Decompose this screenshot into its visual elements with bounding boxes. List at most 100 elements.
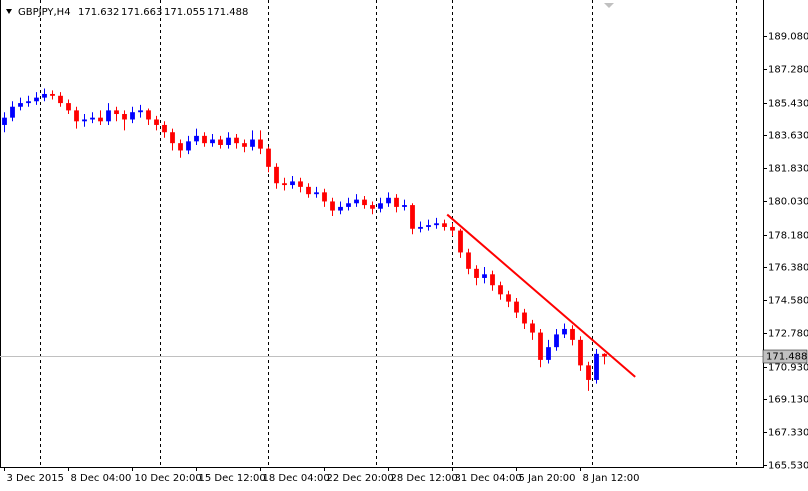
candle-body (194, 135, 199, 142)
shift-marker (604, 3, 614, 8)
candle-body (210, 139, 215, 144)
y-tick-label: 169.130 (768, 395, 808, 406)
y-tick-label: 185.430 (768, 99, 808, 110)
candle-body (282, 183, 287, 186)
x-tick-label: 8 Jan 12:00 (583, 473, 640, 484)
candle-body (258, 139, 263, 149)
candle-body (418, 226, 423, 229)
candle-body (394, 197, 399, 207)
candle-body (274, 166, 279, 184)
symbol-label: GBPJPY,H4 (18, 7, 71, 18)
candle-body (242, 143, 247, 147)
x-tick-label: 3 Dec 2015 (7, 473, 65, 484)
candle-body (90, 117, 95, 120)
candle-body (434, 223, 439, 226)
y-tick-label: 181.830 (768, 164, 808, 175)
candle-body (250, 139, 255, 147)
candle-body (522, 312, 527, 324)
candle-body (10, 106, 15, 118)
candle-body (162, 124, 167, 133)
candle-body (42, 93, 47, 98)
x-tick-label: 28 Dec 12:00 (391, 473, 458, 484)
candle-body (570, 328, 575, 340)
y-tick-label: 180.030 (768, 197, 808, 208)
candle-body (426, 225, 431, 227)
candle-body (362, 199, 367, 206)
candle-body (482, 274, 487, 278)
candle-body (322, 192, 327, 202)
menu-arrow[interactable] (6, 9, 12, 14)
candle-body (34, 97, 39, 102)
candle-body (290, 181, 295, 186)
candle-body (466, 252, 471, 269)
candle-body (538, 332, 543, 360)
current-price-label: 171.488 (766, 352, 807, 363)
candle-body (26, 101, 31, 104)
candle-body (226, 137, 231, 145)
y-tick-label: 167.330 (768, 428, 808, 439)
y-tick-label: 176.380 (768, 263, 808, 274)
candle-body (338, 206, 343, 211)
candle-body (474, 268, 479, 278)
candle-body (514, 301, 519, 313)
header-open: 171.632 (78, 7, 119, 18)
candle-body (170, 132, 175, 144)
candle-body (442, 223, 447, 227)
x-tick-label: 15 Dec 12:00 (199, 473, 266, 484)
candle-body (530, 323, 535, 333)
candle-body (370, 205, 375, 209)
candle-body (346, 203, 351, 207)
candle-body (458, 230, 463, 253)
candle-body (330, 201, 335, 211)
candle-body (354, 199, 359, 204)
candle-body (314, 192, 319, 195)
x-tick-label: 8 Dec 04:00 (71, 473, 132, 484)
y-tick-label: 165.530 (768, 461, 808, 472)
candle-body (138, 110, 143, 113)
candle-body (146, 110, 151, 120)
candle-body (66, 103, 71, 111)
candle-body (562, 328, 567, 335)
candle-body (234, 137, 239, 144)
x-tick-label: 10 Dec 20:00 (135, 473, 202, 484)
candle-body (2, 117, 7, 125)
y-tick-label: 170.930 (768, 363, 808, 374)
candle-body (98, 117, 103, 122)
candle-body (18, 103, 23, 107)
y-tick-label: 174.580 (768, 296, 808, 307)
candle-body (106, 110, 111, 122)
candle-body (402, 205, 407, 207)
x-tick-label: 5 Jan 20:00 (519, 473, 576, 484)
candle-body (202, 135, 207, 144)
candle-body (490, 274, 495, 286)
candle-body (82, 119, 87, 122)
candle-body (594, 353, 599, 380)
candle-body (114, 110, 119, 115)
candle-body (186, 141, 191, 151)
candle-body (298, 181, 303, 187)
y-tick-label: 189.080 (768, 32, 808, 43)
candle-body (74, 110, 79, 122)
candle-body (546, 347, 551, 360)
candle-body (506, 294, 511, 302)
trendline (446, 213, 636, 378)
y-tick-label: 187.280 (768, 65, 808, 76)
x-tick-label: 22 Dec 20:00 (327, 473, 394, 484)
y-tick-label: 172.780 (768, 329, 808, 340)
candle-body (218, 139, 223, 145)
y-tick-label: 178.180 (768, 231, 808, 242)
candle-body (130, 112, 135, 120)
candle-body (266, 148, 271, 167)
candle-body (450, 226, 455, 231)
candle-body (50, 93, 55, 96)
header-high: 171.663 (121, 7, 162, 18)
candle-body (602, 353, 607, 357)
candle-body (378, 203, 383, 209)
x-tick-label: 18 Dec 04:00 (263, 473, 330, 484)
candle-body (386, 197, 391, 204)
y-tick-label: 183.630 (768, 131, 808, 142)
candle-body (498, 285, 503, 295)
current-price-box (762, 349, 808, 364)
candle-body (410, 205, 415, 229)
